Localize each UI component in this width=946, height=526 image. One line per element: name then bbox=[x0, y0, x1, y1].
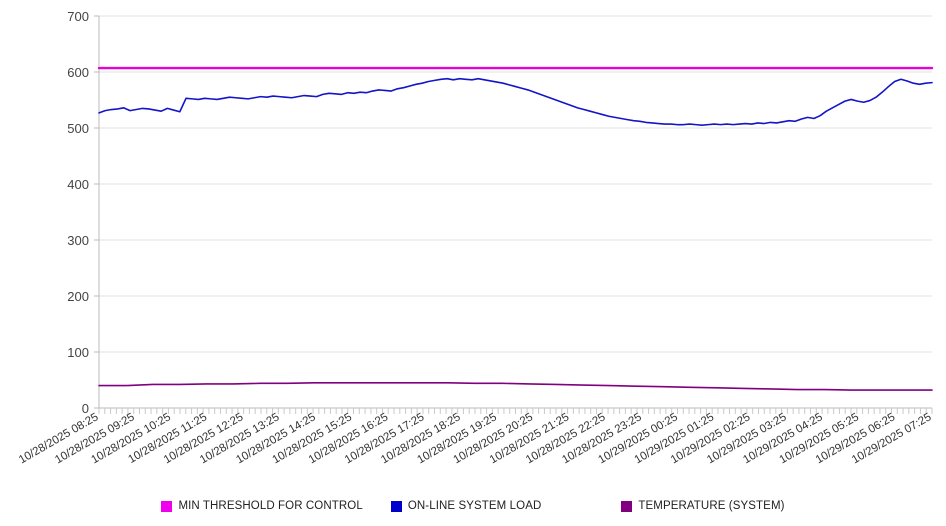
axis-lines bbox=[98, 16, 932, 409]
y-tick-label: 300 bbox=[67, 233, 89, 248]
legend-label: ON-LINE SYSTEM LOAD bbox=[407, 500, 542, 512]
legend-item[interactable]: TEMPERATURE (SYSTEM) bbox=[621, 500, 784, 512]
y-axis-tick-labels: 0 100 200 300 400 500 600 700 bbox=[67, 9, 99, 416]
x-axis-tick-marks bbox=[98, 408, 933, 414]
y-tick-label: 500 bbox=[67, 121, 89, 136]
series-line-2 bbox=[98, 77, 933, 126]
chart-legend: MIN THRESHOLD FOR CONTROL ON-LINE SYSTEM … bbox=[0, 495, 946, 517]
series-line-3 bbox=[98, 382, 933, 391]
legend-color-swatch bbox=[161, 500, 173, 512]
legend-label: TEMPERATURE (SYSTEM) bbox=[638, 500, 785, 512]
y-tick-label: 100 bbox=[67, 345, 89, 360]
legend-color-swatch bbox=[390, 500, 402, 512]
y-tick-label: 0 bbox=[82, 401, 89, 416]
data-series-group bbox=[97, 66, 934, 391]
y-tick-label: 700 bbox=[67, 9, 89, 24]
legend-item[interactable]: MIN THRESHOLD FOR CONTROL bbox=[161, 500, 363, 512]
legend-label: MIN THRESHOLD FOR CONTROL bbox=[178, 500, 363, 512]
y-tick-label: 400 bbox=[67, 177, 89, 192]
grid-lines bbox=[99, 15, 932, 409]
y-tick-label: 600 bbox=[67, 65, 89, 80]
y-tick-label: 200 bbox=[67, 289, 89, 304]
legend-item[interactable]: ON-LINE SYSTEM LOAD bbox=[390, 500, 542, 512]
legend-color-swatch bbox=[621, 500, 633, 512]
